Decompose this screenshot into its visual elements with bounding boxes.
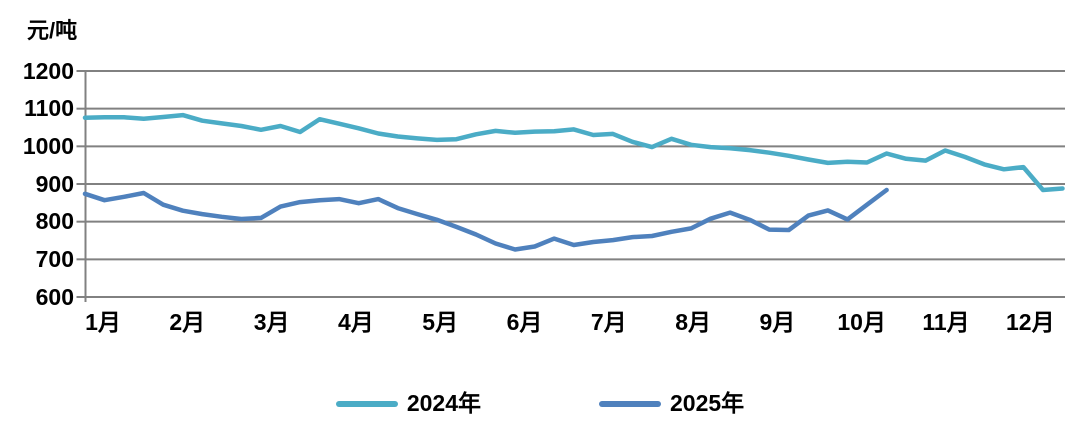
x-tick-label: 2月 [169,309,206,335]
x-tick-label: 7月 [590,309,627,335]
y-tick-label: 900 [35,170,74,197]
chart-legend: 2024年 2025年 [0,392,1080,415]
y-tick-label: 600 [35,283,74,310]
series-line-2025 [82,187,889,252]
legend-item-2025: 2025年 [599,392,744,415]
legend-line-swatch [335,400,398,407]
legend-item-2024: 2024年 [335,390,481,416]
y-tick-label: 800 [35,208,74,235]
x-tick-label: 8月 [675,309,711,335]
y-tick-label: 1100 [24,95,74,122]
x-tick-label: 10月 [837,309,886,335]
legend-label: 2025年 [670,390,745,416]
y-tick-label: 700 [35,245,74,272]
x-tick-label: 4月 [337,309,374,335]
legend-label: 2024年 [406,390,481,416]
x-tick-label: 5月 [422,309,459,335]
y-tick-label: 1000 [22,132,74,159]
x-tick-label: 11月 [922,309,970,335]
x-tick-label: 1月 [85,309,121,335]
x-tick-label: 6月 [506,309,543,335]
x-tick-label: 12月 [1006,309,1055,335]
x-tick-label: 3月 [253,309,290,335]
y-axis-unit-label: 元/吨 [27,18,78,43]
y-tick-label: 1200 [22,57,74,84]
x-tick-label: 9月 [759,309,796,335]
series-line-2024 [82,112,1065,193]
legend-line-swatch [599,400,661,407]
